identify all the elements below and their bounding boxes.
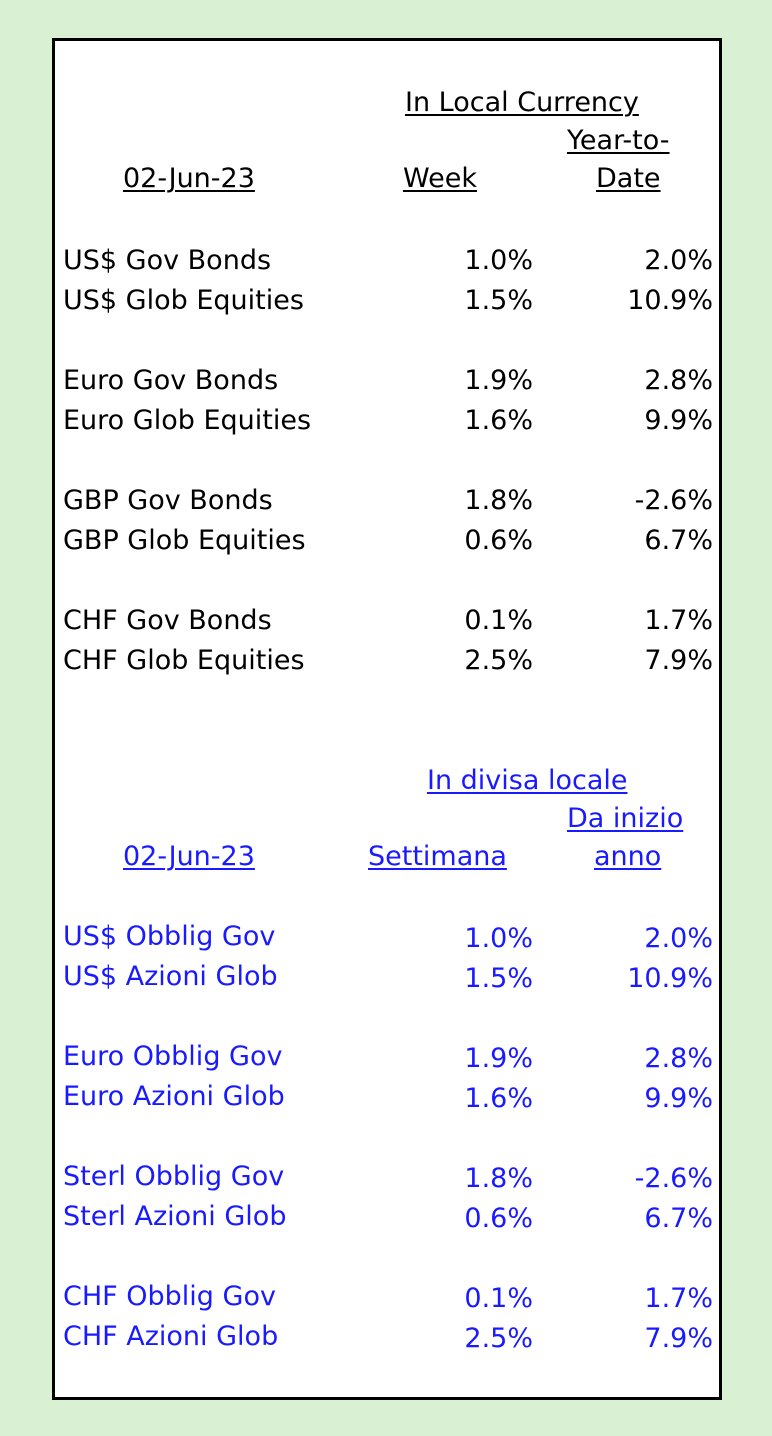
week-value: 2.5% [464,1323,533,1354]
ytd-value: 9.9% [644,405,713,436]
row-label: US$ Azioni Glob [63,961,278,992]
ytd-value: 10.9% [627,963,713,994]
ytd-value: 6.7% [644,1203,713,1234]
currency-label-it: In divisa locale [427,765,628,796]
ytd-value: 6.7% [644,525,713,556]
row-label: GBP Gov Bonds [63,485,273,516]
ytd-label-line2-it: anno [594,841,662,872]
week-label: Week [403,163,477,194]
row-label: CHF Obblig Gov [63,1281,276,1312]
week-value: 1.8% [464,485,533,516]
week-value: 1.9% [464,365,533,396]
row-label: Sterl Obblig Gov [63,1161,285,1192]
ytd-label-line2: Date [596,163,661,194]
week-value: 0.6% [464,1203,533,1234]
week-value: 0.6% [464,525,533,556]
ytd-value: 9.9% [644,1083,713,1114]
week-value: 1.0% [464,245,533,276]
date-label-it: 02-Jun-23 [123,841,255,872]
ytd-value: -2.6% [634,1163,713,1194]
week-label-it: Settimana [368,841,507,872]
ytd-value: 1.7% [644,1283,713,1314]
row-label: CHF Gov Bonds [63,605,272,636]
week-value: 0.1% [464,1283,533,1314]
ytd-value: 7.9% [644,1323,713,1354]
week-value: 1.5% [464,963,533,994]
ytd-value: 2.8% [644,365,713,396]
ytd-label-line1: Year-to- [567,125,670,156]
week-value: 0.1% [464,605,533,636]
week-value: 1.0% [464,923,533,954]
week-value: 1.5% [464,285,533,316]
ytd-value: 1.7% [644,605,713,636]
row-label: Euro Gov Bonds [63,365,279,396]
week-value: 1.6% [464,1083,533,1114]
row-label: CHF Glob Equities [63,645,305,676]
week-value: 1.9% [464,1043,533,1074]
ytd-value: -2.6% [634,485,713,516]
row-label: US$ Glob Equities [63,285,304,316]
ytd-value: 2.0% [644,923,713,954]
returns-panel: In Local Currency Year-to- 02-Jun-23 Wee… [52,38,722,1400]
ytd-value: 2.8% [644,1043,713,1074]
row-label: Sterl Azioni Glob [63,1201,287,1232]
ytd-label-line1-it: Da inizio [567,803,684,834]
currency-label: In Local Currency [405,87,639,118]
ytd-value: 7.9% [644,645,713,676]
ytd-value: 2.0% [644,245,713,276]
date-label: 02-Jun-23 [123,163,255,194]
row-label: CHF Azioni Glob [63,1321,279,1352]
week-value: 2.5% [464,645,533,676]
row-label: GBP Glob Equities [63,525,306,556]
week-value: 1.8% [464,1163,533,1194]
week-value: 1.6% [464,405,533,436]
row-label: US$ Gov Bonds [63,245,272,276]
row-label: Euro Glob Equities [63,405,312,436]
row-label: Euro Azioni Glob [63,1081,285,1112]
row-label: Euro Obblig Gov [63,1041,283,1072]
row-label: US$ Obblig Gov [63,921,276,952]
ytd-value: 10.9% [627,285,713,316]
